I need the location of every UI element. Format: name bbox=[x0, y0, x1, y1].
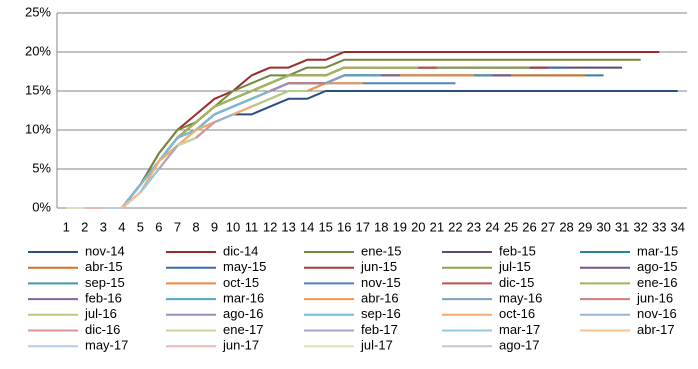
series-line bbox=[66, 144, 179, 209]
legend-label: jun-15 bbox=[360, 259, 397, 274]
x-tick-label: 20 bbox=[411, 219, 425, 234]
x-tick-label: 5 bbox=[137, 219, 144, 234]
series-line bbox=[66, 66, 530, 209]
series-line bbox=[66, 90, 271, 209]
legend-label: mar-17 bbox=[499, 322, 540, 337]
x-tick-label: 21 bbox=[430, 219, 444, 234]
series-line bbox=[66, 66, 419, 209]
legend-label: may-16 bbox=[499, 291, 542, 306]
legend-label: abr-17 bbox=[637, 322, 675, 337]
legend-label: ene-15 bbox=[361, 243, 401, 258]
series-line bbox=[66, 74, 345, 209]
x-tick-label: 15 bbox=[318, 219, 332, 234]
x-tick-label: 26 bbox=[522, 219, 536, 234]
legend-label: jul-15 bbox=[498, 259, 531, 274]
x-tick-label: 8 bbox=[192, 219, 199, 234]
legend-label: dic-16 bbox=[85, 322, 120, 337]
legend-label: oct-16 bbox=[499, 306, 535, 321]
y-tick-label: 20% bbox=[25, 43, 51, 58]
x-tick-label: 34 bbox=[671, 219, 685, 234]
series-line bbox=[66, 74, 511, 209]
x-tick-label: 3 bbox=[100, 219, 107, 234]
legend-label: feb-16 bbox=[85, 291, 122, 306]
x-tick-label: 16 bbox=[337, 219, 351, 234]
x-tick-label: 33 bbox=[652, 219, 666, 234]
legend-label: jul-17 bbox=[360, 338, 393, 353]
legend-label: oct-15 bbox=[223, 275, 259, 290]
legend-label: sep-16 bbox=[361, 306, 401, 321]
x-tick-label: 32 bbox=[633, 219, 647, 234]
legend-label: ago-17 bbox=[499, 338, 539, 353]
legend-label: nov-14 bbox=[85, 243, 125, 258]
series-line bbox=[66, 82, 363, 209]
legend-label: jun-17 bbox=[222, 338, 259, 353]
x-tick-label: 18 bbox=[374, 219, 388, 234]
legend-label: may-17 bbox=[85, 338, 128, 353]
y-tick-label: 5% bbox=[32, 160, 51, 175]
x-tick-label: 22 bbox=[448, 219, 462, 234]
legend-label: nov-16 bbox=[637, 306, 677, 321]
x-tick-label: 9 bbox=[211, 219, 218, 234]
series-line bbox=[66, 121, 216, 209]
legend-label: ene-17 bbox=[223, 322, 263, 337]
x-tick-label: 6 bbox=[155, 219, 162, 234]
series-line bbox=[66, 82, 326, 209]
x-tick-label: 10 bbox=[226, 219, 240, 234]
x-tick-label: 1 bbox=[63, 219, 70, 234]
x-tick-label: 4 bbox=[118, 219, 125, 234]
legend-label: abr-16 bbox=[361, 291, 399, 306]
y-tick-label: 15% bbox=[25, 82, 51, 97]
legend-label: mar-15 bbox=[637, 243, 678, 258]
y-tick-label: 10% bbox=[25, 121, 51, 136]
series-line bbox=[66, 66, 437, 209]
x-tick-label: 24 bbox=[485, 219, 499, 234]
legend-label: feb-17 bbox=[361, 322, 398, 337]
legend-label: ene-16 bbox=[637, 275, 677, 290]
x-tick-label: 30 bbox=[596, 219, 610, 234]
x-tick-label: 17 bbox=[356, 219, 370, 234]
series-line bbox=[66, 66, 623, 209]
y-tick-label: 25% bbox=[25, 4, 51, 19]
y-tick-label: 0% bbox=[32, 199, 51, 214]
x-tick-label: 25 bbox=[504, 219, 518, 234]
x-tick-label: 28 bbox=[559, 219, 573, 234]
legend-label: abr-15 bbox=[85, 259, 123, 274]
x-tick-label: 14 bbox=[300, 219, 314, 234]
legend-label: dic-14 bbox=[223, 243, 258, 258]
legend-label: ago-16 bbox=[223, 306, 263, 321]
legend-label: mar-16 bbox=[223, 291, 264, 306]
series-line bbox=[66, 58, 641, 209]
series-line bbox=[66, 168, 160, 209]
series-line bbox=[66, 66, 567, 209]
legend-label: jul-16 bbox=[84, 306, 117, 321]
series-line bbox=[66, 74, 400, 209]
legend-label: sep-15 bbox=[85, 275, 125, 290]
x-tick-label: 11 bbox=[245, 219, 259, 234]
legend-label: may-15 bbox=[223, 259, 266, 274]
legend-label: feb-15 bbox=[499, 243, 536, 258]
x-tick-label: 31 bbox=[615, 219, 629, 234]
legend-label: dic-15 bbox=[499, 275, 534, 290]
legend-label: ago-15 bbox=[637, 259, 677, 274]
x-tick-label: 23 bbox=[467, 219, 481, 234]
x-tick-label: 12 bbox=[263, 219, 277, 234]
x-tick-label: 2 bbox=[81, 219, 88, 234]
series-line bbox=[66, 90, 308, 209]
x-tick-label: 7 bbox=[174, 219, 181, 234]
series-line bbox=[66, 105, 252, 209]
series-line bbox=[66, 90, 678, 209]
legend-label: jun-16 bbox=[636, 291, 673, 306]
x-tick-label: 13 bbox=[281, 219, 295, 234]
x-tick-label: 19 bbox=[393, 219, 407, 234]
series-line bbox=[66, 74, 474, 209]
legend-label: nov-15 bbox=[361, 275, 401, 290]
x-tick-label: 27 bbox=[541, 219, 555, 234]
x-tick-label: 29 bbox=[578, 219, 592, 234]
series-line bbox=[66, 74, 604, 209]
